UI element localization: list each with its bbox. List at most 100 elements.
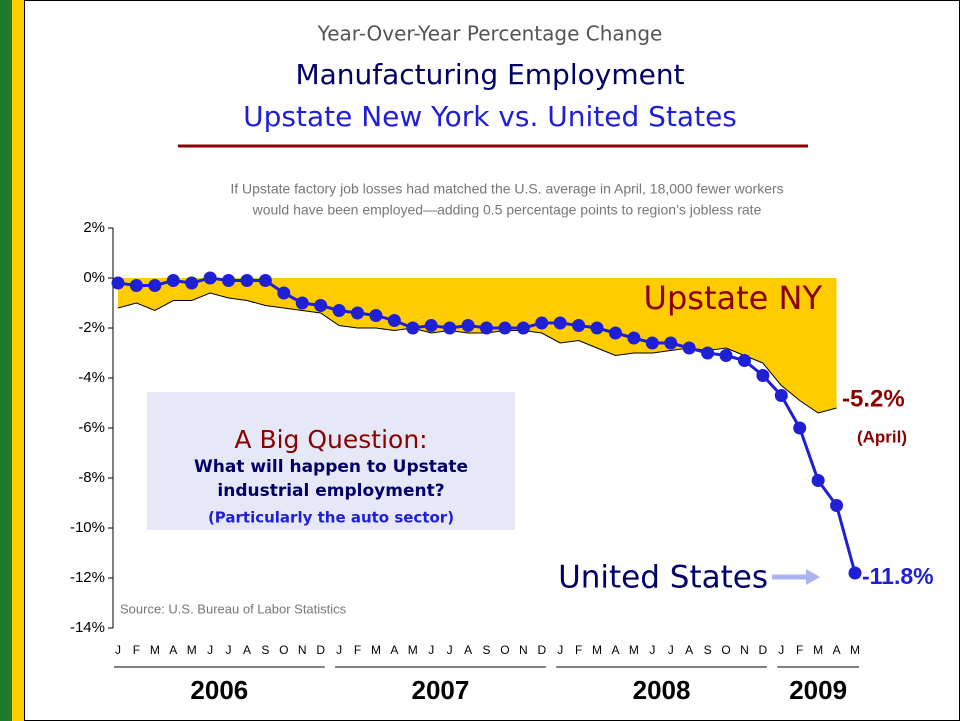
note-line: would have been employed—adding 0.5 perc… [252, 202, 762, 218]
x-tick-label: M [850, 643, 860, 657]
x-tick-label: A [833, 643, 841, 657]
year-label: 2008 [633, 675, 691, 705]
x-tick-label: N [740, 643, 749, 657]
us-marker [793, 421, 807, 435]
us-marker [295, 296, 309, 310]
us-marker [535, 316, 549, 330]
us-marker [166, 274, 180, 287]
x-tick-label: J [778, 643, 784, 657]
x-tick-label: S [261, 643, 269, 657]
series-label: United States [558, 560, 768, 596]
us-marker [461, 319, 475, 332]
arrow-head [806, 569, 820, 585]
x-tick-label: D [316, 643, 325, 657]
end-label: -11.8% [862, 563, 934, 589]
x-tick-label: F [133, 643, 140, 657]
x-tick-label: J [428, 643, 434, 657]
us-marker [756, 369, 770, 382]
x-tick-label: J [557, 643, 563, 657]
us-marker [258, 274, 272, 287]
question-title: A Big Question: [234, 425, 427, 454]
question-note: (Particularly the auto sector) [208, 509, 454, 527]
us-marker [498, 321, 512, 335]
us-marker [645, 336, 659, 350]
y-tick-label: -10% [70, 519, 105, 536]
x-tick-label: N [519, 643, 528, 657]
us-marker [627, 331, 641, 345]
x-tick-label: A [243, 643, 251, 657]
us-marker [277, 286, 291, 300]
x-tick-label: A [464, 643, 472, 657]
y-tick-label: 0% [83, 269, 105, 286]
x-tick-label: A [390, 643, 398, 657]
series-label: Upstate NY [644, 279, 823, 317]
x-tick-label: M [371, 643, 381, 657]
x-tick-label: J [226, 643, 232, 657]
us-marker [240, 274, 254, 287]
us-marker [148, 279, 162, 292]
note-line: If Upstate factory job losses had matche… [230, 181, 783, 197]
question-text: industrial employment? [217, 481, 444, 501]
us-marker [443, 321, 457, 335]
end-note: (April) [857, 427, 907, 446]
us-marker [185, 276, 199, 290]
x-tick-label: M [408, 643, 418, 657]
y-tick-label: 2% [83, 219, 105, 236]
x-tick-label: J [207, 643, 213, 657]
us-marker [608, 326, 622, 340]
chart-subtitle: Upstate New York vs. United States [243, 100, 737, 133]
yellow-stripe [12, 0, 24, 721]
us-marker [351, 306, 365, 320]
us-marker [222, 274, 236, 287]
us-marker [129, 279, 143, 292]
year-label: 2006 [190, 675, 248, 705]
us-marker [553, 316, 567, 330]
x-tick-label: O [500, 643, 509, 657]
x-tick-label: J [668, 643, 674, 657]
y-tick-label: -12% [70, 569, 105, 586]
question-text: What will happen to Upstate [194, 457, 468, 477]
us-marker [572, 319, 586, 332]
x-tick-label: S [482, 643, 490, 657]
us-marker [111, 276, 125, 290]
x-tick-label: J [649, 643, 655, 657]
us-marker [830, 499, 844, 512]
x-tick-label: J [115, 643, 121, 657]
x-tick-label: M [187, 643, 197, 657]
us-marker [682, 341, 696, 355]
us-marker [774, 389, 788, 402]
x-tick-label: F [575, 643, 582, 657]
x-tick-label: D [759, 643, 768, 657]
year-label: 2009 [789, 675, 847, 705]
us-marker [203, 271, 217, 285]
x-tick-label: O [721, 643, 730, 657]
x-tick-label: N [298, 643, 307, 657]
y-tick-label: -2% [78, 319, 105, 336]
us-marker [719, 349, 733, 362]
question-box [147, 392, 515, 530]
x-tick-label: M [150, 643, 160, 657]
us-marker [387, 314, 401, 327]
upstate-line [117, 292, 837, 414]
us-marker [406, 321, 420, 335]
us-marker [664, 336, 678, 350]
y-tick-label: -8% [78, 469, 105, 486]
us-marker [516, 321, 530, 335]
x-tick-label: D [537, 643, 546, 657]
x-tick-label: M [813, 643, 823, 657]
us-marker [701, 346, 715, 360]
x-tick-label: S [704, 643, 712, 657]
x-tick-label: O [279, 643, 288, 657]
plot: 2%0%-2%-4%-6%-8%-10%-12%-14%J F M A M J J A S O N D… [70, 219, 934, 705]
x-tick-label: M [629, 643, 639, 657]
x-tick-label: A [685, 643, 693, 657]
us-marker [811, 474, 825, 487]
x-tick-label: J [336, 643, 342, 657]
source: Source: U.S. Bureau of Labor Statistics [120, 601, 347, 616]
us-marker [848, 566, 862, 580]
us-marker [737, 354, 751, 367]
x-tick-label: F [354, 643, 361, 657]
x-tick-label: M [592, 643, 602, 657]
upstate-area [118, 278, 837, 413]
